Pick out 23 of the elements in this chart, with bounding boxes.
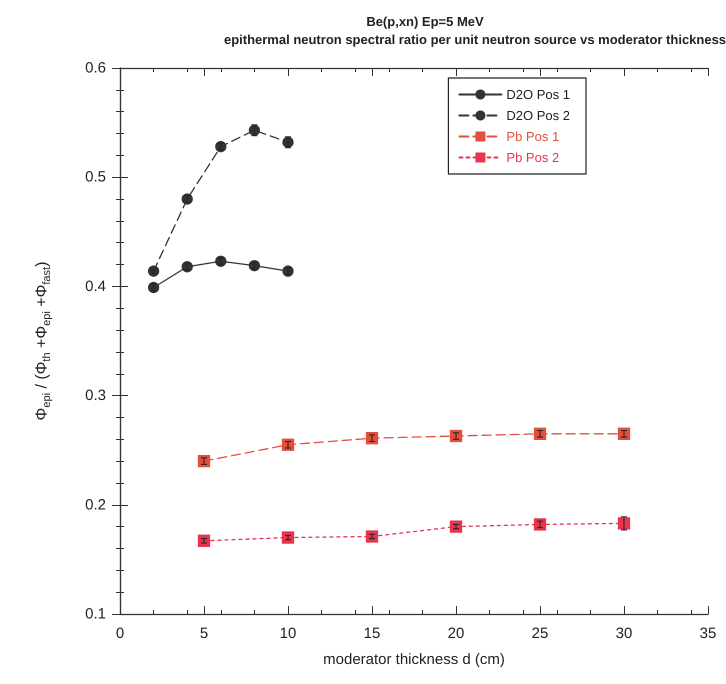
point (618, 517, 630, 530)
legend-label: D2O Pos 1 (506, 87, 570, 102)
chart-title: Be(p,xn) Ep=5 MeV (366, 14, 484, 29)
y-tick-label: 0.6 (85, 60, 106, 76)
y-tick-label: 0.2 (85, 496, 106, 514)
y-tick-label: 0.3 (85, 387, 106, 404)
y-tick-label: 0.4 (85, 278, 106, 295)
x-tick-label: 30 (616, 625, 632, 642)
legend-label: Pb Pos 1 (506, 129, 560, 144)
y-tick-label: 0.5 (85, 168, 106, 186)
x-tick-label: 10 (280, 625, 296, 642)
x-tick-label: 5 (200, 625, 208, 642)
x-axis-title: moderator thickness d (cm) (323, 651, 505, 668)
chart-subtitle: epithermal neutron spectral ratio per unit neutron source vs moderator thickness (224, 32, 726, 47)
x-tick-label: 20 (448, 625, 464, 642)
y-tick-label: 0.1 (85, 606, 106, 622)
x-tick-label: 0 (116, 625, 124, 642)
x-tick-label: 25 (532, 625, 548, 642)
legend-label: D2O Pos 2 (506, 108, 570, 123)
text: Φepi / (Φth +Φepi +Φfast) (34, 262, 53, 420)
x-tick-label: 35 (700, 625, 716, 642)
legend-label: Pb Pos 2 (506, 150, 560, 165)
x-tick-label: 15 (364, 625, 380, 642)
